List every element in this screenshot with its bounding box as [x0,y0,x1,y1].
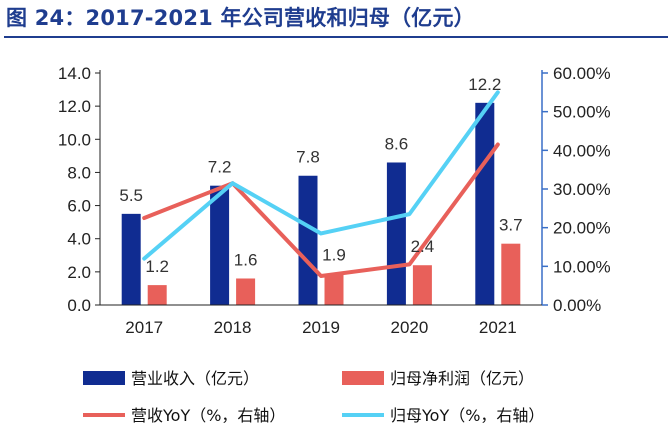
right-tick-label: 60.00% [553,64,611,83]
profit-bar [236,278,256,305]
profit-data-label: 2.4 [411,237,435,256]
profit-bar [324,273,344,305]
x-tick-label: 2017 [125,318,163,337]
left-axis: 0.0 2.0 4.0 6.0 8.0 10.0 12.0 14.0 [58,64,101,315]
left-tick-label: 2.0 [67,263,91,282]
revenue-bar [210,185,230,305]
data-labels: 5.5 1.2 7.2 1.6 7.8 1.9 8.6 2.4 12.2 3.7 [119,75,522,276]
revenue-bar [386,162,406,305]
revenue-yoy-line [142,142,500,278]
left-tick-label: 12.0 [58,97,91,116]
profit-data-label: 1.6 [234,250,258,269]
left-tick-label: 10.0 [58,130,91,149]
profit-data-label: 3.7 [499,216,523,235]
left-tick-label: 6.0 [67,197,91,216]
profit-yoy-line [142,90,500,261]
revenue-data-label: 7.2 [208,158,232,177]
legend-revenue-swatch [83,371,125,385]
revenue-bar [121,213,141,305]
legend-profit-swatch [342,371,384,385]
left-tick-label: 14.0 [58,64,91,83]
right-tick-label: 50.00% [553,103,611,122]
right-tick-label: 10.00% [553,257,611,276]
right-tick-label: 20.00% [553,219,611,238]
legend-revenue-yoy-label: 营收YoY（%，右轴） [131,406,285,425]
profit-bar [147,285,167,305]
line-series [142,90,500,278]
revenue-data-label: 5.5 [119,186,143,205]
left-tick-label: 8.0 [67,163,91,182]
legend-revenue-label: 营业收入（亿元） [131,369,259,388]
x-tick-label: 2019 [302,318,340,337]
legend-profit-yoy-label: 归母YoY（%，右轴） [390,406,544,425]
profit-bar [412,265,432,305]
revenue-bar [298,175,318,305]
chart-title: 图 24：2017-2021 年公司营收和归母（亿元） [6,6,475,30]
legend: 营业收入（亿元） 归母净利润（亿元） 营收YoY（%，右轴） 归母YoY（%，右轴） [83,369,544,425]
profit-data-label: 1.9 [322,246,346,265]
x-axis: 2017 2018 2019 2020 2021 [100,304,542,337]
left-tick-label: 0.0 [67,296,91,315]
profit-data-label: 1.2 [145,257,169,276]
right-tick-label: 0.00% [553,296,601,315]
profit-bar [501,243,521,305]
revenue-data-label: 8.6 [385,134,409,153]
right-axis: 0.00% 10.00% 20.00% 30.00% 40.00% 50.00% 60.00… [541,64,611,315]
bar-series [121,102,521,305]
revenue-bar [475,102,495,305]
right-tick-label: 30.00% [553,180,611,199]
x-tick-label: 2021 [479,318,517,337]
x-tick-label: 2020 [390,318,428,337]
revenue-data-label: 12.2 [468,75,501,94]
left-tick-label: 4.0 [67,230,91,249]
revenue-data-label: 7.8 [296,148,320,167]
right-tick-label: 40.00% [553,141,611,160]
legend-profit-label: 归母净利润（亿元） [390,369,534,388]
x-tick-label: 2018 [214,318,252,337]
title-underline [4,36,668,38]
